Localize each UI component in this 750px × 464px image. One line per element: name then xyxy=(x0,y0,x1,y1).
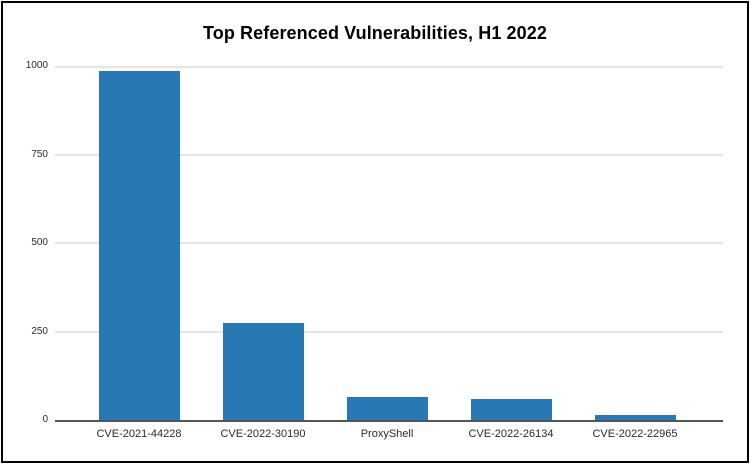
bar-CVE-2022-30190 xyxy=(222,322,304,420)
plot-area: 0 250 500 750 1000 CVE-2021-44228 CVE-2022-30… xyxy=(26,60,723,440)
bar-slot xyxy=(573,66,697,420)
bar-slot xyxy=(325,66,449,420)
y-tick-label-250: 250 xyxy=(31,325,48,337)
chart-title: Top Referenced Vulnerabilities, H1 2022 xyxy=(202,23,548,43)
gridline-500 xyxy=(55,242,723,244)
y-tick-label-0: 0 xyxy=(42,414,48,425)
y-tick-label-1000: 1000 xyxy=(25,60,48,71)
x-axis-tick-labels: CVE-2021-44228 CVE-2022-30190 ProxyShell CV… xyxy=(77,428,697,440)
bar-CVE-2022-26134 xyxy=(470,398,552,420)
x-tick-label-CVE-2022-30190: CVE-2022-30190 xyxy=(220,428,306,440)
y-tick-label-500: 500 xyxy=(31,237,48,248)
bar-slot xyxy=(449,66,573,420)
y-tick-label-750: 750 xyxy=(31,148,48,160)
bar-slot xyxy=(77,66,201,420)
gridline-1000 xyxy=(55,66,723,68)
bar-series xyxy=(77,66,697,420)
gridline-750 xyxy=(55,153,723,156)
bar-ProxyShell xyxy=(346,397,428,420)
bar-CVE-2022-22965 xyxy=(594,414,676,420)
x-tick-label-CVE-2021-44228: CVE-2021-44228 xyxy=(96,428,182,440)
x-tick-label-ProxyShell: ProxyShell xyxy=(360,428,414,440)
bar-CVE-2021-44228 xyxy=(98,71,180,420)
bar-slot xyxy=(201,66,325,420)
x-tick-label-CVE-2022-22965: CVE-2022-22965 xyxy=(592,428,678,440)
x-tick-label-CVE-2022-26134: CVE-2022-26134 xyxy=(468,428,554,440)
gridline-250 xyxy=(55,330,723,333)
